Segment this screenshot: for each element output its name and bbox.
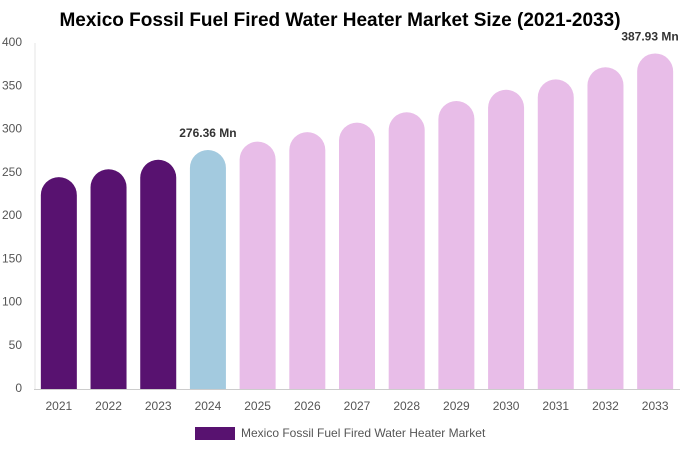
x-tick-label: 2031 [542, 399, 569, 413]
x-tick-label: 2032 [592, 399, 619, 413]
x-tick-label: 2025 [244, 399, 271, 413]
x-tick-label: 2024 [195, 399, 222, 413]
x-tick-label: 2022 [95, 399, 122, 413]
bar [339, 122, 375, 389]
bar [438, 100, 475, 389]
x-tick-label: 2029 [443, 399, 470, 413]
x-tick-label: 2021 [45, 399, 72, 413]
y-tick-label: 100 [2, 295, 22, 309]
bar [637, 53, 674, 389]
y-tick-label: 150 [2, 251, 22, 265]
bar [388, 112, 425, 389]
data-label: 276.36 Mn [179, 126, 236, 140]
bar [488, 89, 525, 389]
chart-title: Mexico Fossil Fuel Fired Water Heater Ma… [59, 10, 620, 31]
bar [140, 159, 177, 389]
y-tick-label: 300 [2, 122, 22, 136]
x-tick-label: 2026 [294, 399, 321, 413]
bar [239, 141, 276, 389]
y-tick-label: 250 [2, 165, 22, 179]
bar [90, 169, 127, 389]
bar [537, 79, 574, 389]
x-tick-label: 2030 [493, 399, 520, 413]
y-tick-label: 50 [9, 338, 23, 352]
bar [189, 149, 226, 389]
data-label: 387.93 Mn [621, 30, 678, 44]
x-tick-label: 2033 [642, 399, 669, 413]
bar [40, 177, 77, 389]
x-tick-label: 2023 [145, 399, 172, 413]
legend-label: Mexico Fossil Fuel Fired Water Heater Ma… [241, 426, 486, 440]
y-tick-label: 350 [2, 78, 22, 92]
x-tick-label: 2028 [393, 399, 420, 413]
bar [289, 132, 326, 389]
bar [587, 67, 624, 389]
x-tick-label: 2027 [344, 399, 371, 413]
y-tick-label: 200 [2, 208, 22, 222]
legend-swatch [195, 427, 235, 440]
y-tick-label: 400 [2, 35, 22, 49]
y-tick-label: 0 [15, 381, 22, 395]
